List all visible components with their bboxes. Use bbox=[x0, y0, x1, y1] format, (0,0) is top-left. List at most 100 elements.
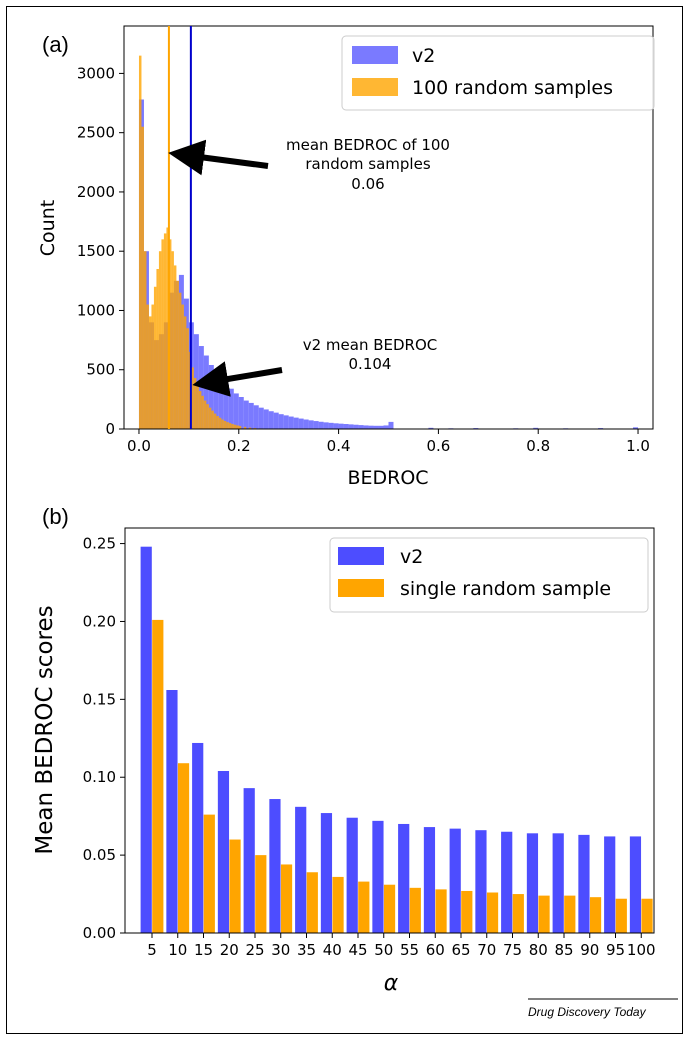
x-tick-label: 30 bbox=[271, 941, 290, 959]
bar bbox=[512, 894, 524, 933]
x-tick-label: 60 bbox=[426, 941, 445, 959]
bar bbox=[152, 619, 164, 933]
hist-bar bbox=[238, 426, 242, 429]
bar bbox=[269, 799, 281, 933]
hist-bar bbox=[238, 397, 244, 429]
bar bbox=[435, 889, 447, 933]
hist-bar bbox=[186, 328, 189, 429]
legend-b-label-v2: v2 bbox=[400, 546, 423, 568]
panel-a-ylabel: Count bbox=[37, 200, 59, 256]
bar bbox=[217, 771, 230, 933]
hist-bar bbox=[533, 427, 539, 429]
credit-text: Drug Discovery Today bbox=[528, 1005, 647, 1019]
hist-bar bbox=[196, 385, 199, 429]
hist-bar bbox=[181, 304, 184, 429]
hist-bar bbox=[293, 417, 299, 429]
bar bbox=[398, 823, 410, 933]
bar bbox=[372, 820, 384, 933]
y-tick-label: 0.25 bbox=[83, 535, 116, 553]
panel-a-legend-box bbox=[341, 35, 655, 111]
hist-bar bbox=[193, 378, 197, 429]
x-tick-label: 35 bbox=[297, 941, 316, 959]
x-tick-label: 25 bbox=[245, 941, 264, 959]
panel-b-legend: v2 single random sample bbox=[329, 537, 649, 613]
bar bbox=[615, 898, 627, 933]
series-v2-bars bbox=[140, 546, 642, 933]
hist-bar bbox=[308, 420, 314, 429]
annotation-v2-arrow bbox=[192, 361, 283, 397]
bar bbox=[589, 897, 602, 933]
legend-b-swatch-v2 bbox=[338, 547, 384, 565]
hist-bar bbox=[138, 55, 142, 429]
bar bbox=[423, 827, 436, 933]
series-random-bars bbox=[138, 55, 267, 429]
legend-swatch-v2 bbox=[352, 46, 398, 64]
bar bbox=[578, 834, 590, 933]
x-tick-label: 0.8 bbox=[526, 437, 550, 455]
x-tick-label: 90 bbox=[580, 941, 599, 959]
x-tick-label: 10 bbox=[168, 941, 187, 959]
hist-bar bbox=[198, 391, 202, 429]
bar bbox=[564, 895, 576, 933]
y-tick-label: 3000 bbox=[77, 64, 115, 82]
hist-bar bbox=[228, 388, 234, 429]
hist-bar bbox=[168, 239, 172, 429]
hist-bar bbox=[143, 251, 147, 429]
hist-bar bbox=[178, 292, 182, 429]
hist-bar bbox=[283, 415, 289, 429]
hist-bar bbox=[183, 316, 187, 429]
hist-bar bbox=[338, 423, 344, 429]
y-tick-label: 0 bbox=[105, 420, 115, 438]
hist-bar bbox=[298, 418, 304, 429]
hist-bar bbox=[303, 419, 309, 429]
hist-bar bbox=[218, 379, 224, 429]
hist-bar bbox=[146, 304, 149, 429]
bar bbox=[604, 836, 616, 933]
hist-bar bbox=[288, 416, 294, 429]
hist-bar bbox=[201, 395, 204, 429]
bar bbox=[320, 813, 333, 933]
annotation-v2-line-2: 0.104 bbox=[349, 355, 392, 373]
y-tick-label: 0.00 bbox=[83, 924, 116, 942]
hist-bar bbox=[278, 414, 284, 429]
hist-bar bbox=[388, 421, 394, 429]
bar bbox=[629, 836, 642, 933]
hist-bar bbox=[353, 424, 359, 429]
annotation-random-line-2: random samples bbox=[305, 155, 430, 173]
hist-bar bbox=[273, 412, 279, 429]
bar bbox=[641, 898, 653, 933]
x-tick-label: 75 bbox=[503, 941, 522, 959]
hist-bar bbox=[318, 421, 324, 429]
bar bbox=[203, 814, 215, 933]
hist-bar bbox=[633, 427, 639, 429]
x-tick-label: 85 bbox=[554, 941, 573, 959]
hist-bar bbox=[213, 413, 217, 429]
hist-bar bbox=[141, 126, 144, 429]
hist-bar bbox=[208, 364, 214, 429]
hist-bar bbox=[151, 304, 154, 429]
panel-a-label: (a) bbox=[42, 32, 69, 57]
hist-bar bbox=[218, 417, 222, 429]
hist-bar bbox=[213, 372, 219, 429]
hist-bar bbox=[348, 424, 354, 429]
hist-bar bbox=[243, 400, 249, 429]
hist-bar bbox=[373, 425, 379, 429]
panel-b-ylabel: Mean BEDROC scores bbox=[32, 605, 58, 854]
hist-bar bbox=[161, 239, 164, 429]
hist-bar bbox=[163, 233, 167, 429]
hist-bar bbox=[231, 424, 234, 429]
bar bbox=[449, 828, 461, 933]
hist-bar bbox=[221, 419, 224, 429]
x-tick-label: 55 bbox=[400, 941, 419, 959]
y-tick-label: 1500 bbox=[77, 242, 115, 260]
hist-bar bbox=[166, 227, 169, 429]
bar bbox=[501, 831, 513, 933]
hist-bar bbox=[211, 410, 214, 429]
x-tick-label: 20 bbox=[220, 941, 239, 959]
bar bbox=[192, 742, 204, 933]
x-tick-label: 0.0 bbox=[127, 437, 151, 455]
hist-bar bbox=[191, 367, 194, 429]
bar bbox=[383, 884, 396, 933]
hist-bar bbox=[248, 402, 254, 429]
